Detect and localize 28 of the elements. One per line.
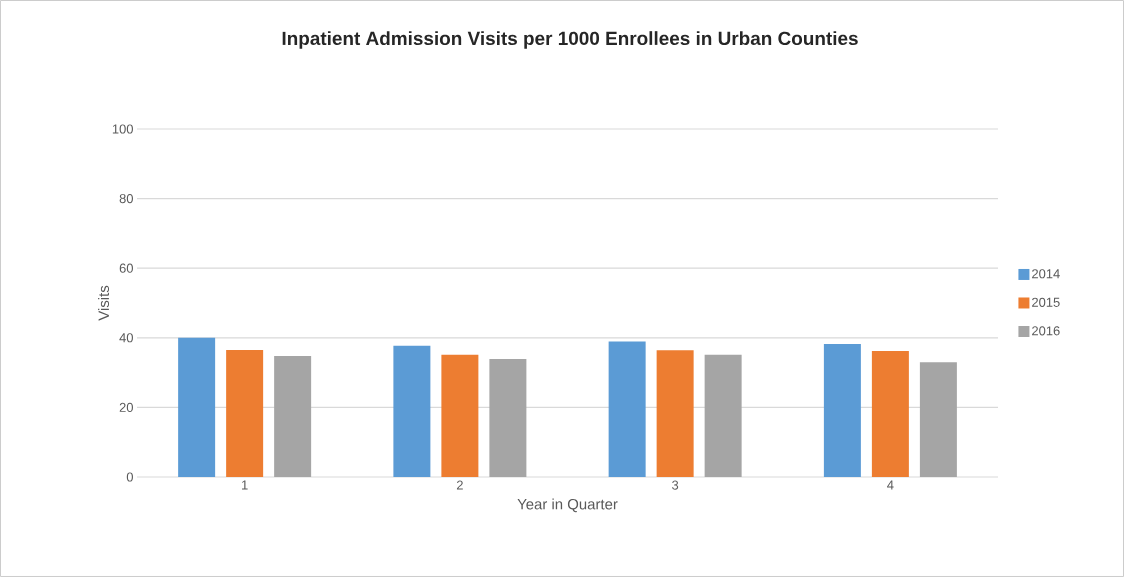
bar: [274, 355, 312, 477]
bar: [656, 350, 694, 477]
x-tick-label: 1: [242, 480, 248, 490]
bar: [608, 341, 646, 477]
y-tick-label: 0: [126, 472, 133, 482]
y-tick-label: 100: [112, 124, 133, 134]
bar: [393, 345, 431, 477]
bar: [441, 354, 479, 477]
y-tick-label: 20: [119, 402, 133, 412]
bar: [226, 349, 264, 477]
bar: [704, 354, 742, 477]
legend-label: 2014: [1032, 269, 1060, 279]
y-tick-label: 80: [119, 194, 133, 204]
legend-label: 2016: [1032, 326, 1060, 336]
x-tick-label: 3: [672, 480, 679, 490]
legend-label: 2015: [1032, 297, 1060, 307]
x-axis-title: Year in Quarter: [517, 498, 618, 513]
chart-title: Inpatient Admission Visits per 1000 Enrollees in Urban Counties: [282, 31, 858, 49]
x-tick-label: 2: [456, 480, 463, 490]
bar: [823, 344, 861, 477]
y-tick-label: 40: [119, 333, 133, 343]
y-tick-label: 60: [119, 263, 133, 273]
x-tick-label: 4: [887, 480, 894, 490]
y-axis-title: Visits: [98, 285, 110, 321]
bar: [489, 359, 527, 477]
bar: [178, 337, 216, 477]
bar: [871, 351, 909, 477]
bar: [919, 362, 957, 477]
